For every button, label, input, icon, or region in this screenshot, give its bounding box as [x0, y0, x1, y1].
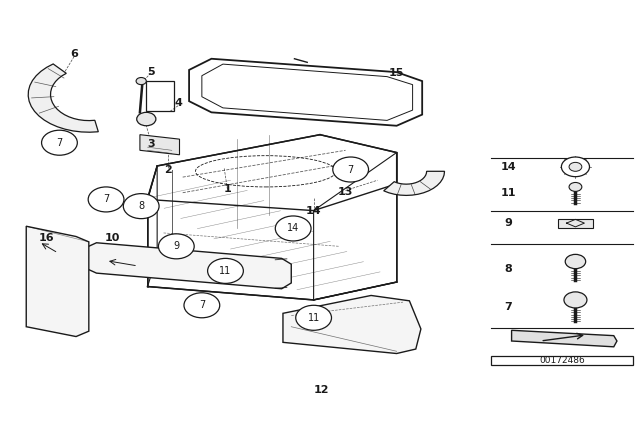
Circle shape: [561, 157, 589, 177]
Text: 10: 10: [105, 233, 120, 243]
Circle shape: [565, 254, 586, 269]
Polygon shape: [283, 296, 421, 353]
Text: 7: 7: [504, 302, 512, 312]
Polygon shape: [140, 135, 179, 155]
Text: 5: 5: [147, 67, 155, 77]
Polygon shape: [384, 171, 445, 195]
Text: 9: 9: [504, 218, 513, 228]
Text: 8: 8: [138, 201, 144, 211]
Circle shape: [207, 258, 243, 284]
Circle shape: [88, 187, 124, 212]
Circle shape: [124, 194, 159, 219]
Text: 2: 2: [164, 165, 172, 176]
Circle shape: [136, 78, 147, 85]
Polygon shape: [557, 219, 593, 228]
Text: 14: 14: [287, 224, 300, 233]
Text: 11: 11: [500, 188, 516, 198]
Circle shape: [569, 182, 582, 191]
Circle shape: [184, 293, 220, 318]
Text: 13: 13: [338, 187, 353, 197]
Circle shape: [159, 234, 194, 259]
Text: 7: 7: [199, 300, 205, 310]
Polygon shape: [84, 243, 291, 289]
Text: 8: 8: [504, 264, 512, 274]
Text: 9: 9: [173, 241, 179, 251]
Circle shape: [564, 292, 587, 308]
Circle shape: [296, 305, 332, 330]
Text: 14: 14: [306, 206, 321, 215]
Text: 14: 14: [500, 162, 516, 172]
Circle shape: [569, 162, 582, 171]
Text: 11: 11: [220, 266, 232, 276]
Text: 15: 15: [389, 68, 404, 78]
Circle shape: [137, 112, 156, 126]
Polygon shape: [26, 226, 89, 336]
Polygon shape: [511, 330, 617, 347]
Text: 7: 7: [103, 194, 109, 204]
Text: 6: 6: [70, 49, 78, 59]
Text: 7: 7: [56, 138, 63, 148]
Text: 12: 12: [314, 385, 329, 395]
Circle shape: [275, 216, 311, 241]
Text: 4: 4: [174, 99, 182, 108]
Text: 3: 3: [147, 138, 155, 149]
Text: 00172486: 00172486: [539, 356, 585, 365]
Polygon shape: [28, 64, 99, 132]
Text: 1: 1: [223, 184, 231, 194]
Text: 7: 7: [348, 164, 354, 175]
Text: 16: 16: [39, 233, 54, 243]
Circle shape: [42, 130, 77, 155]
Text: 11: 11: [307, 313, 320, 323]
Circle shape: [333, 157, 369, 182]
